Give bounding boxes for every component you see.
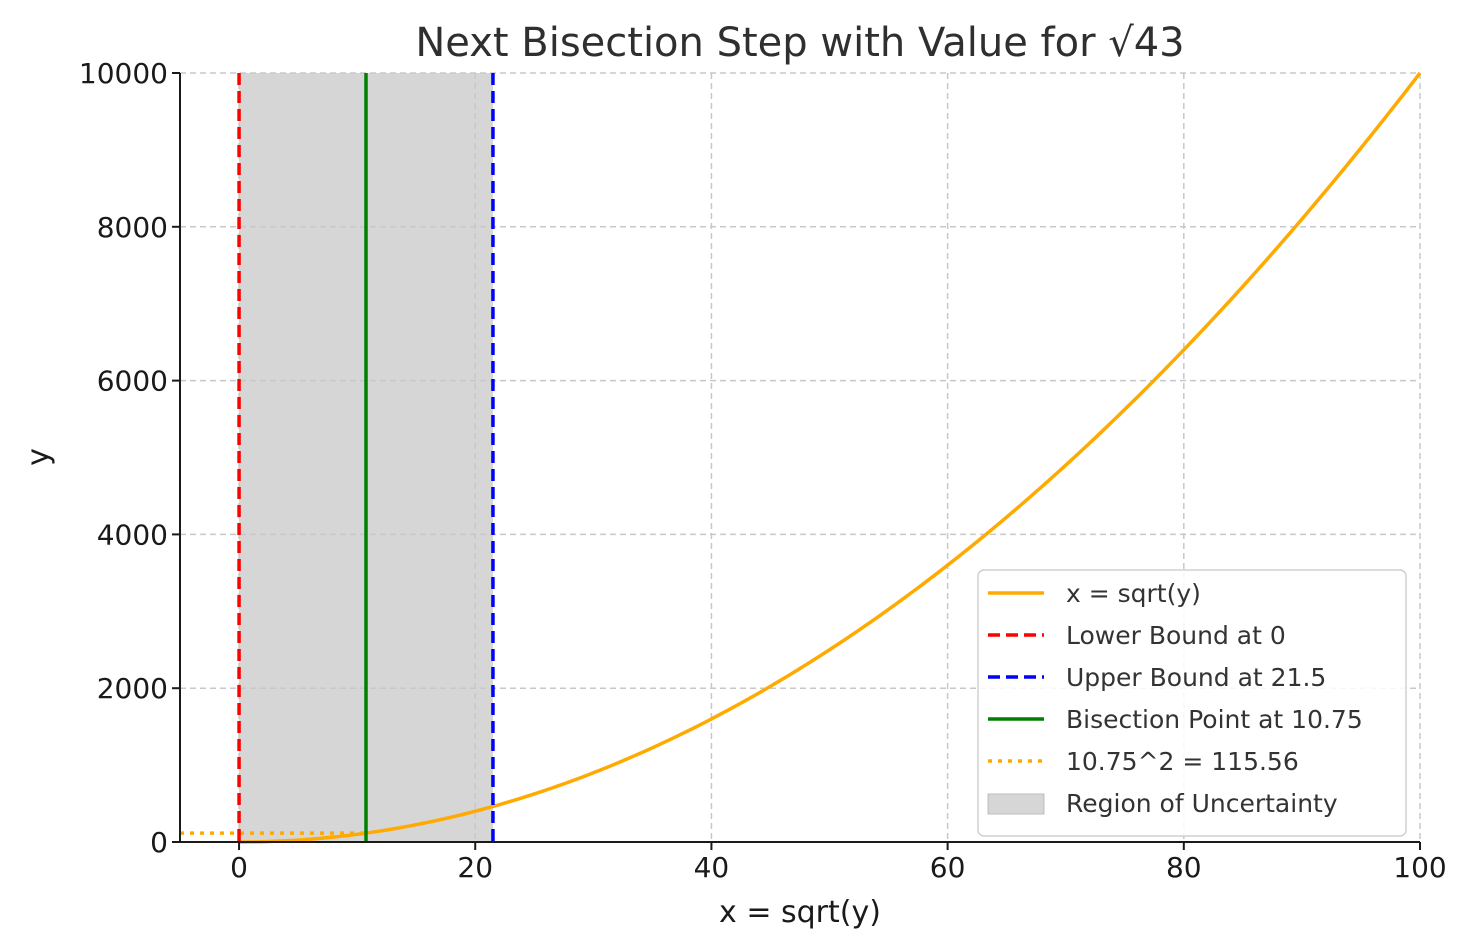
x-tick-label: 40	[694, 851, 730, 884]
y-axis-label: y	[21, 448, 56, 466]
legend-swatch	[987, 793, 1045, 815]
curve-sqrt	[239, 71, 1422, 844]
legend-label: Upper Bound at 21.5	[1066, 663, 1326, 692]
chart-title: Next Bisection Step with Value for √43	[415, 20, 1184, 66]
y-tick-label: 4000	[97, 518, 168, 551]
legend-label: Lower Bound at 0	[1066, 621, 1286, 650]
legend-label: 10.75^2 = 115.56	[1066, 747, 1299, 776]
x-tick-label: 60	[930, 851, 966, 884]
x-tick-label: 0	[230, 851, 248, 884]
legend-box	[977, 569, 1407, 837]
plot-area: 0 20 40 60 80 100 0 2000 4000 6000 8000 10000	[79, 57, 1447, 884]
legend-label: Region of Uncertainty	[1066, 789, 1338, 818]
x-tick-label: 80	[1166, 851, 1202, 884]
x-tick-label: 100	[1393, 851, 1446, 884]
legend-label: x = sqrt(y)	[1066, 579, 1201, 608]
y-tick-label: 6000	[97, 365, 168, 398]
y-tick-label: 2000	[97, 672, 168, 705]
x-tick-label: 20	[457, 851, 493, 884]
y-tick-label: 10000	[79, 57, 168, 90]
x-axis-label: x = sqrt(y)	[719, 895, 881, 930]
legend-label: Bisection Point at 10.75	[1066, 705, 1363, 734]
y-tick-label: 8000	[97, 211, 168, 244]
legend: x = sqrt(y) Lower Bound at 0 Upper Bound a…	[977, 569, 1407, 837]
y-tick-label: 0	[150, 826, 168, 859]
